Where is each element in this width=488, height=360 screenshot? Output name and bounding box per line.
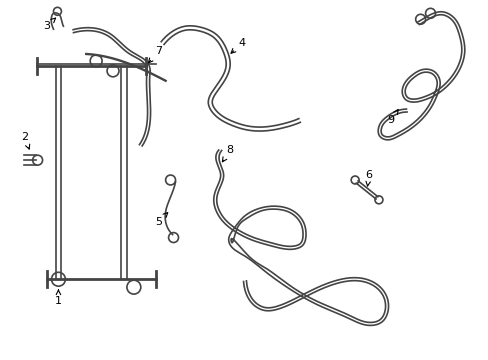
Text: 1: 1 <box>55 290 62 306</box>
Text: 6: 6 <box>365 170 372 186</box>
Text: 7: 7 <box>148 46 162 63</box>
Text: 9: 9 <box>386 109 397 126</box>
Text: 4: 4 <box>231 38 245 53</box>
Text: 5: 5 <box>155 213 167 227</box>
Text: 3: 3 <box>43 18 56 31</box>
Text: 8: 8 <box>222 145 233 162</box>
Text: 2: 2 <box>21 132 30 149</box>
